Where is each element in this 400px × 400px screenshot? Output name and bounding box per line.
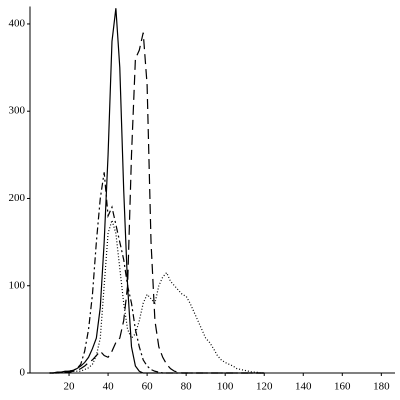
data-line bbox=[49, 172, 265, 374]
x-tick-label: 140 bbox=[295, 381, 312, 393]
data-line bbox=[49, 8, 265, 374]
x-tick-label: 40 bbox=[103, 381, 115, 393]
x-tick-label: 80 bbox=[181, 381, 193, 393]
y-tick-label: 100 bbox=[9, 279, 26, 291]
x-tick-label: 160 bbox=[334, 381, 351, 393]
y-tick-label: 0 bbox=[20, 367, 26, 379]
data-line bbox=[49, 218, 265, 374]
y-tick-label: 300 bbox=[9, 105, 26, 117]
x-tick-label: 180 bbox=[373, 381, 390, 393]
y-tick-label: 200 bbox=[9, 192, 26, 204]
x-tick-label: 20 bbox=[64, 381, 76, 393]
y-tick-label: 400 bbox=[9, 17, 26, 29]
x-tick-label: 100 bbox=[217, 381, 234, 393]
x-tick-label: 60 bbox=[142, 381, 154, 393]
data-line bbox=[49, 32, 265, 374]
x-tick-label: 120 bbox=[256, 381, 273, 393]
